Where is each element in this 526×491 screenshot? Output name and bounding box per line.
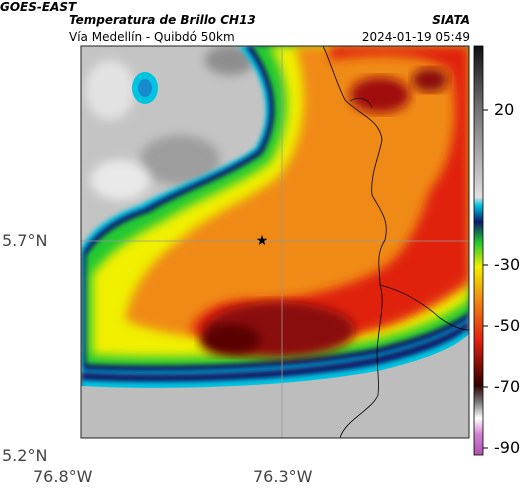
map-frame [80,45,470,439]
lon-label-76.3: 76.3°W [253,467,313,486]
colorbar [473,45,484,456]
colorbar-label: -30 [494,255,521,274]
department-boundary [379,284,469,331]
colorbar-label: -90 [494,438,521,457]
city-star-icon: ★ [256,233,269,249]
colorbar-label: -50 [494,316,521,335]
lat-label-5.7: 5.7°N [2,231,48,250]
location-label: Vía Medellín - Quibdó 50km [69,30,235,44]
satellite-title: GOES-EAST [0,0,77,14]
product-title: Temperatura de Brillo CH13 [69,13,256,27]
colorbar-label: 20 [494,100,515,119]
satellite-image [81,46,469,438]
datetime-label: 2024-01-19 05:49 [361,30,470,44]
lat-label-5.2: 5.2°N [2,446,48,465]
colorbar-label: -70 [494,377,521,396]
department-boundary [322,46,387,438]
organization-label: SIATA [432,13,470,27]
lon-label-76.8: 76.8°W [33,467,93,486]
